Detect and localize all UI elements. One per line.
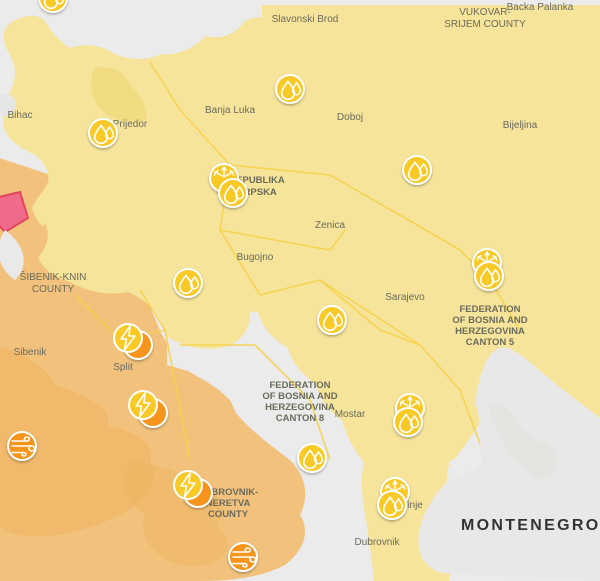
svg-text:COUNTY: COUNTY (208, 509, 249, 520)
svg-text:Slavonski Brod: Slavonski Brod (272, 14, 339, 25)
svg-text:Zenica: Zenica (315, 220, 345, 231)
svg-text:COUNTY: COUNTY (32, 284, 75, 295)
svg-text:Bihac: Bihac (7, 110, 32, 121)
svg-text:SRIJEM COUNTY: SRIJEM COUNTY (444, 19, 526, 30)
svg-text:ŠIBENIK-KNIN: ŠIBENIK-KNIN (20, 270, 87, 283)
svg-text:Banja Luka: Banja Luka (205, 105, 255, 116)
svg-text:HERZEGOVINA: HERZEGOVINA (455, 326, 525, 337)
svg-text:FEDERATION: FEDERATION (269, 380, 330, 391)
svg-text:CANTON 8: CANTON 8 (276, 413, 324, 424)
svg-text:Bugojno: Bugojno (237, 252, 274, 263)
svg-text:OF BOSNIA AND: OF BOSNIA AND (452, 315, 527, 326)
svg-text:HERZEGOVINA: HERZEGOVINA (265, 402, 335, 413)
svg-text:Backa Palanka: Backa Palanka (507, 2, 574, 13)
svg-text:Prijedor: Prijedor (113, 119, 148, 130)
svg-text:Doboj: Doboj (337, 112, 363, 123)
svg-text:VUKOVAR-: VUKOVAR- (459, 7, 511, 18)
svg-text:Sarajevo: Sarajevo (385, 292, 425, 303)
svg-text:CANTON 5: CANTON 5 (466, 337, 515, 348)
svg-text:Sibenik: Sibenik (14, 347, 48, 358)
svg-text:MONTENEGRO: MONTENEGRO (461, 517, 600, 534)
svg-text:OF BOSNIA AND: OF BOSNIA AND (262, 391, 337, 402)
svg-text:NERETVA: NERETVA (206, 498, 251, 509)
svg-text:FEDERATION: FEDERATION (459, 304, 520, 315)
svg-text:Split: Split (113, 362, 133, 373)
svg-text:Dubrovnik: Dubrovnik (354, 537, 400, 548)
svg-text:Mostar: Mostar (335, 409, 366, 420)
svg-text:Bijeljina: Bijeljina (503, 120, 538, 131)
